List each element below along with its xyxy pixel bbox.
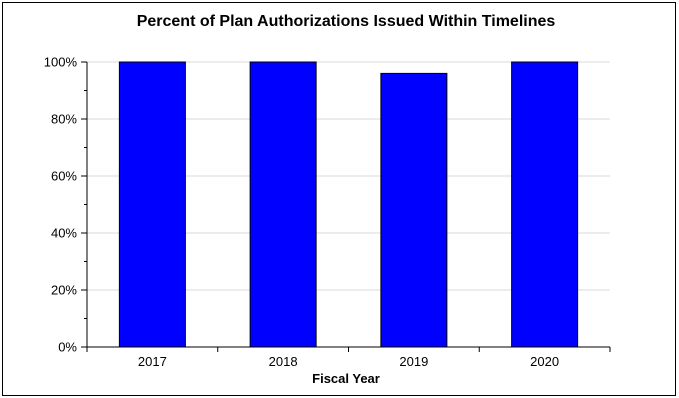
bar-2020: [511, 61, 579, 348]
chart-title: Percent of Plan Authorizations Issued Wi…: [137, 13, 556, 30]
x-tick-label: 2018: [269, 354, 298, 369]
x-axis-label: Fiscal Year: [312, 371, 380, 386]
y-tick-label: 0%: [58, 340, 77, 355]
y-tick-label: 20%: [51, 283, 77, 298]
x-tick-label: 2019: [399, 354, 428, 369]
y-tick-label: 100%: [44, 55, 78, 70]
x-tick-label: 2017: [138, 354, 167, 369]
x-tick-label: 2020: [530, 354, 559, 369]
bars: [118, 61, 579, 348]
y-tick-label: 80%: [51, 112, 77, 127]
bar-2019: [380, 72, 448, 348]
y-axis-ticks: 0% 20% 40% 60% 80% 100%: [44, 55, 87, 355]
bar-2018: [249, 61, 317, 348]
y-tick-label: 40%: [51, 226, 77, 241]
bar-2017: [118, 61, 186, 348]
y-tick-label: 60%: [51, 169, 77, 184]
x-axis-ticks: 2017 2018 2019 2020: [86, 347, 611, 369]
